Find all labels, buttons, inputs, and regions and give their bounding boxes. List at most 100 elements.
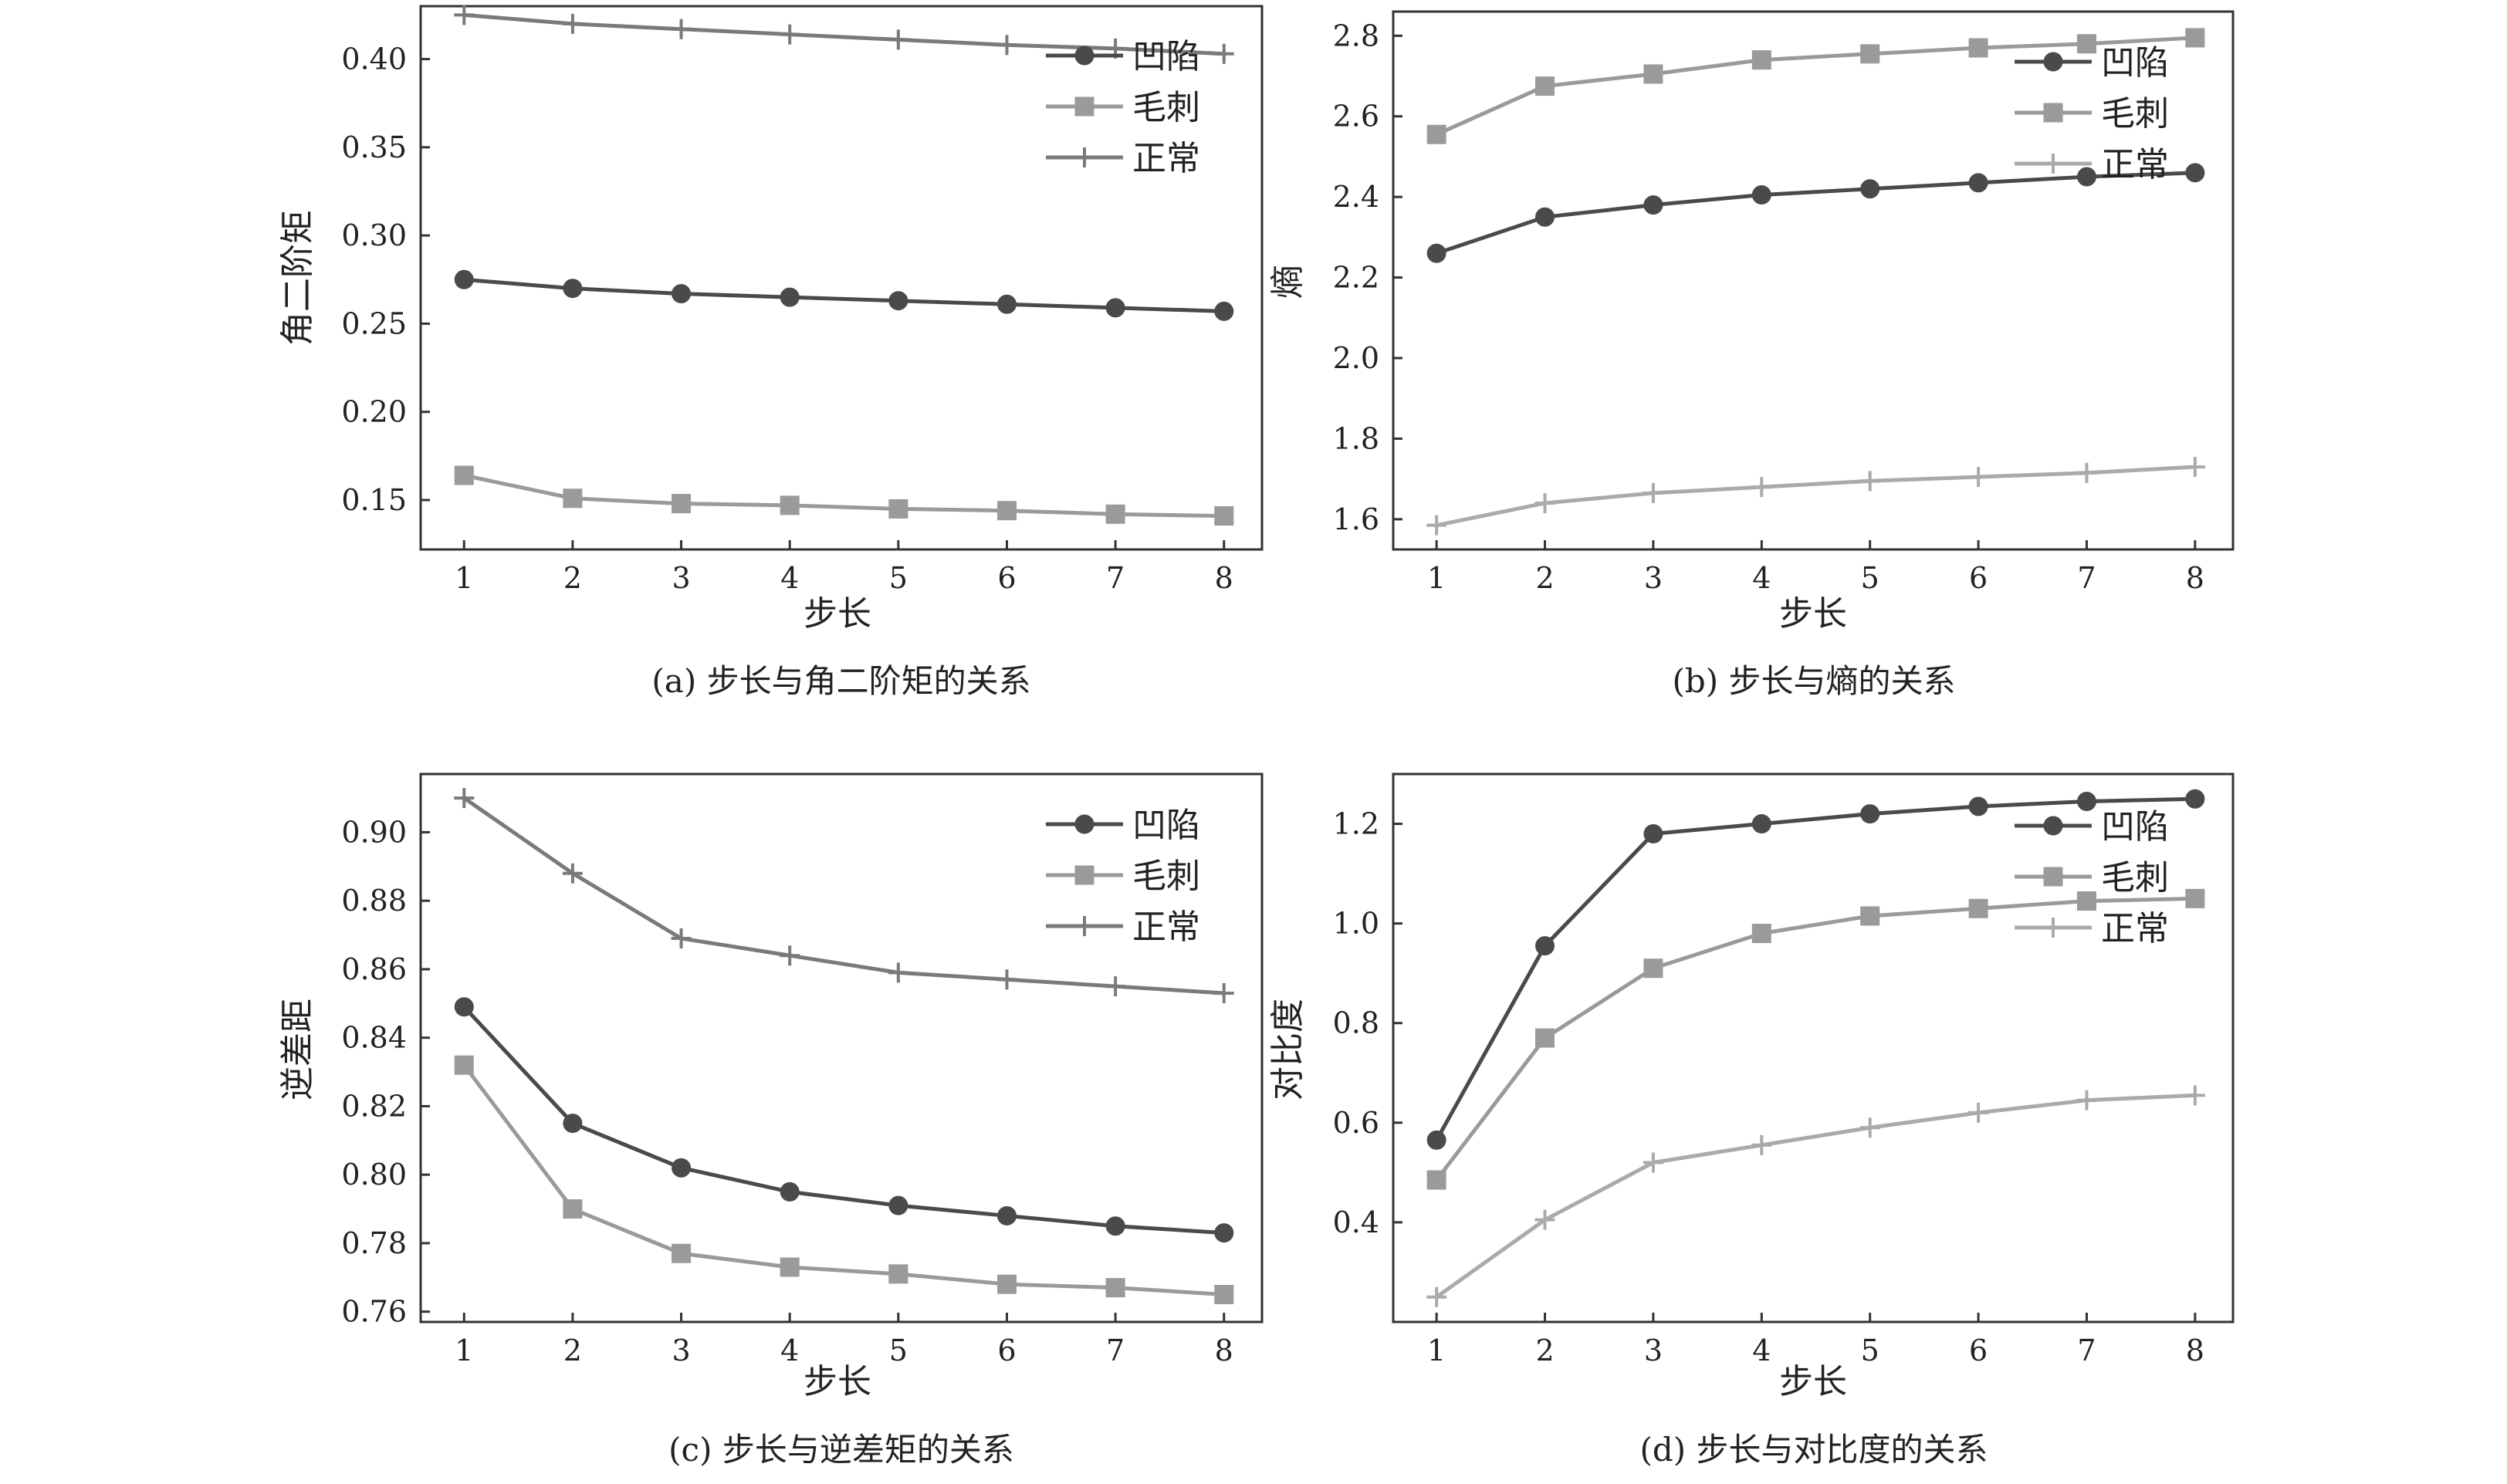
legend-label: 凹陷 — [2101, 43, 2169, 83]
data-point — [1214, 1285, 1234, 1304]
data-point — [2076, 891, 2096, 911]
data-point — [780, 945, 800, 966]
data-point — [1426, 1130, 1446, 1150]
data-point — [2076, 1090, 2097, 1110]
plot-frame — [1392, 10, 2235, 551]
data-point — [454, 1055, 474, 1075]
data-point — [1213, 983, 1234, 1003]
series-line — [462, 796, 1224, 996]
legend-label: 凹陷 — [2101, 807, 2169, 847]
y-tick-label: 2.6 — [1333, 100, 1379, 134]
data-point — [1534, 1209, 1555, 1230]
chart-caption: (d) 步长与对比度的关系 — [1639, 1431, 1988, 1469]
data-point — [1214, 301, 1234, 321]
y-tick-label: 2.2 — [1333, 261, 1379, 295]
legend-label: 凹陷 — [1132, 806, 1200, 845]
y-tick-label: 1.6 — [1333, 502, 1379, 536]
series-毛刺 — [454, 465, 1234, 526]
data-point — [1860, 44, 1880, 64]
legend-marker — [2043, 918, 2063, 938]
data-point — [1751, 185, 1771, 205]
data-point — [996, 969, 1017, 990]
data-point — [1751, 50, 1771, 70]
data-point — [780, 495, 800, 516]
x-tick-label: 2 — [563, 1334, 582, 1367]
x-tick-label: 8 — [2186, 1334, 2204, 1367]
x-tick-label: 2 — [1535, 1334, 1554, 1367]
y-tick-label: 0.40 — [341, 42, 407, 76]
data-point — [2185, 163, 2205, 183]
data-point — [1426, 1286, 1447, 1307]
series-凹陷 — [454, 269, 1234, 321]
series-line — [464, 277, 1224, 313]
chart-caption: (a) 步长与角二阶矩的关系 — [651, 662, 1030, 700]
data-point — [1643, 64, 1663, 84]
x-tick-label: 5 — [1861, 1334, 1879, 1367]
x-tick-label: 4 — [1752, 561, 1771, 595]
legend-marker — [1074, 814, 1094, 834]
x-tick-label: 8 — [2186, 561, 2204, 595]
data-point — [1535, 207, 1555, 227]
data-point — [454, 465, 474, 485]
data-point — [563, 488, 583, 509]
data-point — [1105, 1216, 1125, 1236]
series-line — [464, 12, 1224, 56]
x-tick-label: 6 — [1969, 1334, 1988, 1367]
data-point — [2076, 34, 2096, 54]
data-point — [454, 269, 474, 289]
y-axis-label: 对比度 — [1268, 999, 1308, 1100]
data-point — [2185, 789, 2205, 809]
legend-marker — [1074, 96, 1094, 117]
data-point — [1105, 1278, 1125, 1298]
data-point — [671, 19, 692, 39]
data-point — [672, 1243, 692, 1263]
series-毛刺 — [454, 1055, 1234, 1304]
legend-label: 正常 — [1132, 139, 1200, 178]
data-point — [1643, 1152, 1663, 1173]
data-point — [2076, 792, 2096, 811]
data-point — [1860, 804, 1880, 824]
y-tick-label: 1.0 — [1333, 907, 1379, 941]
chart-caption: (b) 步长与熵的关系 — [1672, 662, 1955, 700]
chart-panel-3: 1 2 3 4 5 6 7 8 0.76 0.78 0.80 0.82 0.84 0.86 0.88 0.90… — [278, 772, 1264, 1469]
x-tick-label: 2 — [1535, 561, 1554, 595]
legend-marker — [2043, 154, 2063, 174]
data-point — [454, 997, 474, 1017]
series-line — [463, 473, 1224, 519]
data-point — [1535, 936, 1555, 956]
data-point — [996, 294, 1017, 314]
x-axis-label: 步长 — [1779, 594, 1847, 634]
y-tick-label: 1.2 — [1333, 807, 1379, 841]
data-point — [563, 279, 583, 299]
legend-marker — [1074, 147, 1094, 167]
data-point — [1751, 814, 1771, 834]
data-point — [780, 24, 800, 45]
x-tick-label: 7 — [2077, 561, 2096, 595]
x-tick-label: 2 — [563, 561, 582, 595]
x-tick-label: 1 — [1427, 1334, 1446, 1367]
series-line — [1436, 171, 2195, 255]
y-tick-label: 0.8 — [1333, 1006, 1379, 1040]
data-point — [888, 1195, 908, 1215]
x-tick-label: 8 — [1215, 1334, 1233, 1367]
series-line — [1435, 1093, 2195, 1299]
legend-label: 正常 — [2101, 909, 2169, 948]
data-point — [2076, 462, 2097, 483]
data-point — [1643, 195, 1663, 215]
x-tick-label: 3 — [672, 561, 690, 595]
y-tick-label: 0.84 — [341, 1021, 407, 1055]
y-tick-label: 0.90 — [341, 815, 407, 849]
series-毛刺 — [1426, 888, 2205, 1190]
y-tick-label: 2.8 — [1333, 19, 1379, 52]
legend-label: 毛刺 — [2101, 94, 2169, 134]
data-point — [996, 501, 1017, 521]
data-point — [1751, 924, 1771, 944]
data-point — [563, 1199, 583, 1219]
y-tick-label: 2.0 — [1333, 341, 1379, 375]
data-point — [996, 1205, 1017, 1225]
data-point — [888, 962, 908, 983]
legend-label: 正常 — [2101, 145, 2169, 184]
x-axis-label: 步长 — [1779, 1362, 1847, 1401]
data-point — [1426, 124, 1446, 144]
